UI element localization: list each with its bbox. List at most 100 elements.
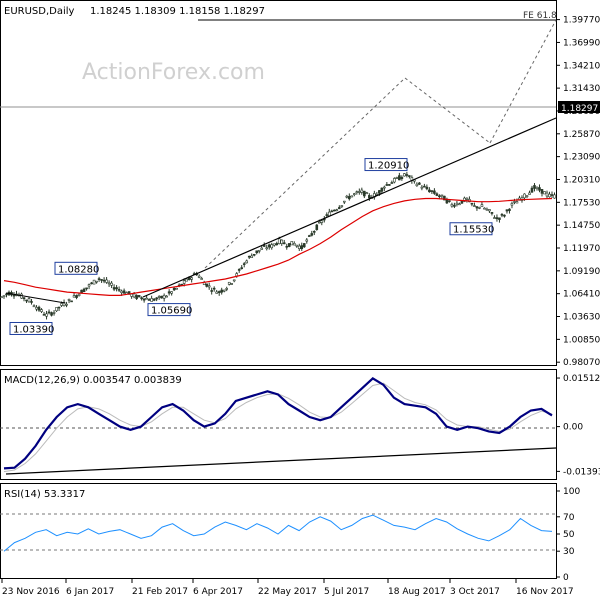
price-annotation-label: 1.05690 [151,306,192,317]
rsi-y-tick-label: 100 [563,487,580,497]
candle [415,182,419,187]
main-y-tick-label: 1.23090 [563,153,600,163]
macd-panel: MACD(12,26,9) 0.003547 0.003839 0.015120… [0,369,600,480]
last-price-tag: 1.18297 [558,101,600,114]
candle [207,282,211,290]
macd-y-axis: 0.01512 0.00 -0.013938 [556,374,600,477]
candle [345,194,349,199]
candle [0,296,3,299]
candle [57,306,61,311]
candle [25,299,28,304]
candle [405,171,409,178]
candle [250,253,254,258]
candle [175,287,178,290]
candle [460,200,464,204]
candle [172,287,176,292]
candle [307,234,311,237]
macd-line [3,377,553,470]
last-price-tag-text: 1.18297 [561,104,598,114]
candle [167,289,171,296]
candle [162,293,166,302]
candle [30,298,33,305]
candle [470,202,474,207]
candle [92,279,96,285]
candle [350,195,354,198]
candle [40,308,43,314]
candle [12,291,16,299]
candle [297,243,301,251]
candle [418,182,421,185]
candle [403,173,406,177]
candle [553,192,556,199]
candle [245,259,249,264]
candle [35,305,38,312]
ohlc-values: 1.18245 1.18309 1.18158 1.18297 [90,6,265,17]
candle [548,191,551,198]
rsi-y-tick-label: 0 [563,573,569,583]
candle [142,298,146,303]
candle [538,184,541,193]
candle [483,207,486,210]
candle [70,300,73,303]
candle [52,310,56,316]
candle [200,276,203,280]
candle [302,243,306,248]
candle [252,253,256,257]
candle [72,292,76,298]
candle [107,280,111,287]
candle [475,206,479,211]
price-annotation: 1.15530 [449,222,494,236]
rsi-y-tick-label: 30 [563,547,575,557]
candle [255,250,259,255]
candle [190,276,193,283]
candle [310,230,314,237]
macd-y-tick-label: 0.00 [563,423,583,433]
main-y-tick-label: 1.34210 [563,61,600,71]
candle [453,202,456,209]
candle [312,230,316,236]
main-y-tick-label: 1.00850 [563,335,600,345]
price-annotation-label: 1.15530 [453,225,494,236]
candle [232,279,236,283]
price-annotation-label: 1.08280 [58,264,99,275]
candle [212,286,216,292]
candle [543,191,546,195]
candle [42,311,46,316]
candle [257,249,261,254]
candle [222,289,226,293]
candle [545,190,549,199]
candle [505,209,509,214]
candle [380,187,384,194]
time-tick-label: 23 Nov 2016 [2,587,60,597]
time-tick-label: 18 Aug 2017 [388,587,446,597]
candle [493,215,496,219]
candle [90,281,93,285]
candle [363,190,366,199]
candle [473,202,476,207]
candle [32,304,36,308]
candle [333,209,336,212]
candle [215,289,218,294]
candle [540,189,544,197]
candle [285,243,289,250]
candle [260,245,264,250]
candle [503,214,506,218]
candle [67,298,71,304]
candle [385,181,389,186]
candle [368,193,371,201]
candle [388,184,391,186]
macd-y-tick-label: -0.013938 [563,467,600,477]
candle [27,297,31,303]
rsi-title: RSI(14) 53.3317 [4,489,85,500]
candle [355,190,359,195]
candle [485,207,489,211]
candle [365,191,369,195]
candle [265,244,269,251]
main-y-tick-label: 0.98070 [563,358,600,368]
time-axis: 23 Nov 2016 6 Jan 2017 21 Feb 2017 6 Apr 20… [1,578,574,597]
rsi-y-tick-label: 70 [563,513,575,523]
candle [77,293,81,297]
candle [528,190,531,195]
main-y-tick-label: 1.31430 [563,84,600,94]
candle [112,284,116,292]
